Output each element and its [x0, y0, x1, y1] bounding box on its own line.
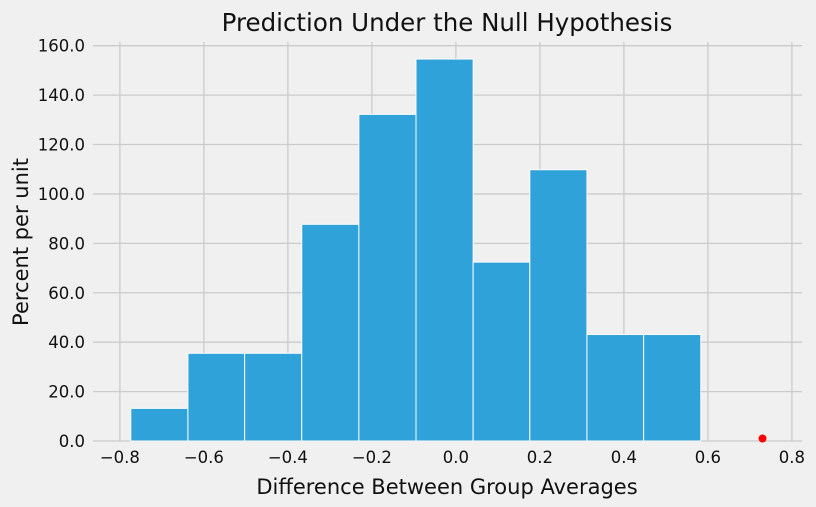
y-tick-label: 140.0 [38, 86, 85, 105]
marker-layer [758, 434, 767, 443]
y-tick-label: 160.0 [38, 37, 85, 56]
y-tick-label: 20.0 [48, 383, 85, 402]
chart-title: Prediction Under the Null Hypothesis [222, 8, 673, 37]
histogram-bar [415, 58, 474, 442]
x-axis-label: Difference Between Group Averages [256, 475, 637, 499]
x-tick-label: 0.6 [695, 448, 721, 467]
x-tick-label: −0.2 [352, 448, 392, 467]
histogram-bar [643, 334, 702, 442]
histogram-bar [130, 407, 189, 442]
x-tick-label: −0.6 [184, 448, 224, 467]
y-tick-label: 120.0 [38, 136, 85, 155]
histogram-bar [586, 334, 645, 442]
bars-layer [130, 58, 702, 442]
x-tick-label: 0.8 [779, 448, 805, 467]
y-tick-label: 100.0 [38, 185, 85, 204]
y-axis-label: Percent per unit [9, 158, 33, 326]
x-tick-label: 0.2 [527, 448, 553, 467]
x-tick-label: −0.4 [268, 448, 308, 467]
histogram-bar [472, 261, 531, 442]
y-tick-label: 0.0 [59, 432, 85, 451]
histogram-bar [244, 352, 303, 442]
x-tick-label: −0.8 [100, 448, 140, 467]
histogram-bar [529, 169, 588, 442]
histogram-bar [301, 223, 360, 442]
y-tick-label: 60.0 [48, 284, 85, 303]
histogram-bar [358, 113, 417, 442]
y-tick-label: 40.0 [48, 333, 85, 352]
x-tick-label: 0.4 [611, 448, 637, 467]
x-tick-label: 0.0 [443, 448, 469, 467]
tick-layer: 0.0 20.0 40.0 60.0 80.0 100.0 120.0 140.0 160.0 −… [38, 37, 805, 467]
y-tick-label: 80.0 [48, 234, 85, 253]
histogram-bar [187, 352, 246, 442]
observed-difference-dot [758, 434, 767, 443]
